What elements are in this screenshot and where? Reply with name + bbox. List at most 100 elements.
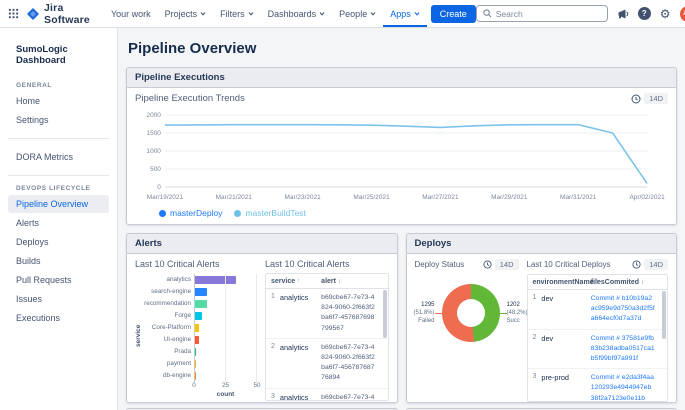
sidebar-item-builds[interactable]: Builds bbox=[16, 256, 41, 266]
deploys-table-scrollbar[interactable] bbox=[662, 291, 666, 339]
legend-dot-icon bbox=[159, 209, 166, 217]
row-alert: b69cbe67-7e73-4824-9060-2f663f2ba6f7-457… bbox=[321, 294, 375, 332]
nav-item-dashboards[interactable]: Dashboards bbox=[261, 0, 333, 27]
row-commit[interactable]: Commit # e2da3f4aa120293e4944947eb38f2a7… bbox=[590, 374, 654, 402]
sort-asc-icon: ↑ bbox=[595, 279, 599, 285]
sidebar-item-issues[interactable]: Issues bbox=[16, 294, 43, 304]
bar-search-engine[interactable] bbox=[195, 288, 208, 296]
row-service: analytics bbox=[279, 392, 309, 401]
donut-chart bbox=[441, 284, 500, 342]
svg-text:Mar/31/2021: Mar/31/2021 bbox=[560, 194, 597, 201]
table-row: 2 dev Commit # 37581e9fb83b238adba0517ca1b… bbox=[527, 330, 667, 370]
app-switcher-icon[interactable] bbox=[8, 8, 19, 19]
bar-ui-engine[interactable] bbox=[195, 336, 199, 344]
sidebar-item-pipeline-overview[interactable]: Pipeline Overview bbox=[8, 195, 109, 213]
sidebar-section-label: DEVOPS LIFECYCLE bbox=[16, 185, 91, 192]
deploy-status-range: 14D bbox=[483, 259, 519, 270]
sidebar-nav: GENERAL Home Settings DORA Metrics DEVOPS LI… bbox=[8, 82, 109, 327]
sidebar-item-home[interactable]: Home bbox=[16, 96, 41, 106]
app-name: Jira Software bbox=[44, 1, 90, 26]
svg-text:Mar/21/2021: Mar/21/2021 bbox=[216, 194, 253, 201]
legend-item-masterbuildtest[interactable]: masterBuildTest bbox=[234, 208, 306, 218]
bar-forge[interactable] bbox=[195, 312, 203, 320]
announcement-icon[interactable] bbox=[617, 8, 629, 20]
bar-chart-axis: 0 25 50 bbox=[192, 382, 261, 391]
row-service: analytics bbox=[279, 293, 309, 302]
nav-item-label: Dashboards bbox=[267, 8, 317, 19]
sidebar-divider bbox=[8, 175, 109, 176]
nav-item-label: Your work bbox=[110, 8, 151, 19]
search-icon bbox=[483, 9, 492, 18]
alerts-col-alert[interactable]: alert ↕ bbox=[321, 278, 341, 285]
bar-label-payment: payment bbox=[166, 360, 191, 367]
row-commit[interactable]: Commit # b10b19a2ac959e9d750a3d2f5fa664e… bbox=[590, 295, 655, 323]
bar-prada[interactable] bbox=[195, 348, 197, 356]
bar-axis-tick: 50 bbox=[253, 382, 261, 389]
row-commit[interactable]: Commit # 37581e9fb83b238adba0517ca1b5f99… bbox=[590, 334, 655, 362]
avatar[interactable]: AH bbox=[679, 5, 685, 22]
sidebar-section-label: GENERAL bbox=[16, 82, 52, 89]
deploys-col-files[interactable]: filesCommited ↕ bbox=[590, 279, 644, 286]
row-number: 3 bbox=[532, 373, 537, 381]
deploys-panel: Deploys Deploy Status 14D bbox=[405, 233, 677, 403]
row-alert: b69cbe67-7e73-4824-9060-2f663f2ba6f7-456… bbox=[321, 343, 375, 382]
nav-item-people[interactable]: People bbox=[332, 0, 383, 27]
jira-brand[interactable]: Jira Software bbox=[27, 2, 90, 26]
bar-recommendation[interactable] bbox=[195, 300, 208, 308]
pipeline-executions-panel: Pipeline Executions Pipeline Execution T… bbox=[126, 67, 677, 225]
bar-row bbox=[195, 358, 257, 370]
nav-item-label: People bbox=[339, 8, 368, 19]
bar-chart-xlabel: count bbox=[216, 391, 235, 398]
create-button[interactable]: Create bbox=[430, 4, 476, 23]
sidebar-item-dora-metrics[interactable]: DORA Metrics bbox=[16, 152, 74, 162]
nav-item-filters[interactable]: Filters bbox=[213, 0, 261, 27]
nav-item-your-work[interactable]: Your work bbox=[104, 0, 158, 27]
main-content: Pipeline Overview Pipeline Executions Pi… bbox=[118, 28, 685, 410]
sidebar-item-deploys[interactable]: Deploys bbox=[16, 237, 49, 247]
legend-label: masterBuildTest bbox=[245, 208, 306, 218]
row-env: dev bbox=[541, 333, 554, 343]
search-input[interactable] bbox=[495, 8, 601, 19]
sidebar-item-settings[interactable]: Settings bbox=[16, 115, 49, 125]
bar-payment[interactable] bbox=[195, 360, 197, 368]
nav-item-apps[interactable]: Apps bbox=[383, 0, 427, 27]
bar-label-db-engine: db-engine bbox=[162, 372, 191, 379]
svg-text:1000: 1000 bbox=[147, 148, 162, 155]
bar-db-engine[interactable] bbox=[195, 372, 197, 380]
bar-axis-tick: 0 bbox=[192, 382, 196, 389]
sidebar-item-alerts[interactable]: Alerts bbox=[16, 218, 40, 228]
table-row: 3 analytics b69cbe67-7e73-4824-9060-2f663f… bbox=[266, 389, 388, 401]
sidebar-title: SumoLogic Dashboard bbox=[16, 44, 68, 66]
alerts-table-scrollbar[interactable] bbox=[382, 290, 387, 338]
table-row: 3 pre-prod Commit # e2da3f4aa120293e494494… bbox=[528, 369, 668, 402]
nav-item-projects[interactable]: Projects bbox=[158, 0, 214, 27]
bar-core-platform[interactable] bbox=[195, 324, 199, 332]
help-icon[interactable]: ? bbox=[637, 7, 651, 20]
bar-label-recommendation: recommendation bbox=[144, 300, 191, 307]
row-env: pre-prod bbox=[541, 373, 569, 383]
settings-icon[interactable]: ⚙ bbox=[659, 6, 671, 21]
alerts-table-header: service ↑ alert ↕ bbox=[266, 274, 388, 289]
chevron-down-icon bbox=[370, 11, 376, 16]
nav-item-label: Filters bbox=[220, 8, 245, 19]
bar-row bbox=[195, 322, 257, 334]
primary-nav: Your work Projects Filters Dashboards People… bbox=[104, 0, 427, 27]
bar-label-ui-engine: UI-engine bbox=[163, 336, 191, 343]
table-row: 1 dev Commit # b10b19a2ac959e9d750a3d2f5fa… bbox=[527, 290, 667, 330]
search-box[interactable] bbox=[475, 5, 608, 22]
bar-row bbox=[195, 274, 257, 286]
donut-connector-succeeded bbox=[499, 312, 507, 314]
bar-chart-labels: analytics search-engine recommendation Forg… bbox=[142, 274, 194, 398]
alerts-col-service[interactable]: service ↑ bbox=[271, 278, 301, 285]
sidebar-item-pull-requests[interactable]: Pull Requests bbox=[16, 275, 72, 285]
trend-range-badge: 14D bbox=[644, 93, 668, 104]
svg-text:500: 500 bbox=[150, 166, 161, 173]
bar-label-analytics: analytics bbox=[166, 276, 192, 283]
sidebar-item-executions[interactable]: Executions bbox=[16, 313, 61, 323]
legend-item-masterdeploy[interactable]: masterDeploy bbox=[159, 208, 222, 218]
deploys-col-environment[interactable]: environmentName ↑ bbox=[532, 279, 599, 286]
bar-analytics[interactable] bbox=[195, 276, 236, 284]
deploys-table-range: 14D bbox=[632, 259, 668, 270]
chevron-down-icon bbox=[248, 11, 254, 16]
deploy-status-range-badge: 14D bbox=[494, 259, 519, 270]
